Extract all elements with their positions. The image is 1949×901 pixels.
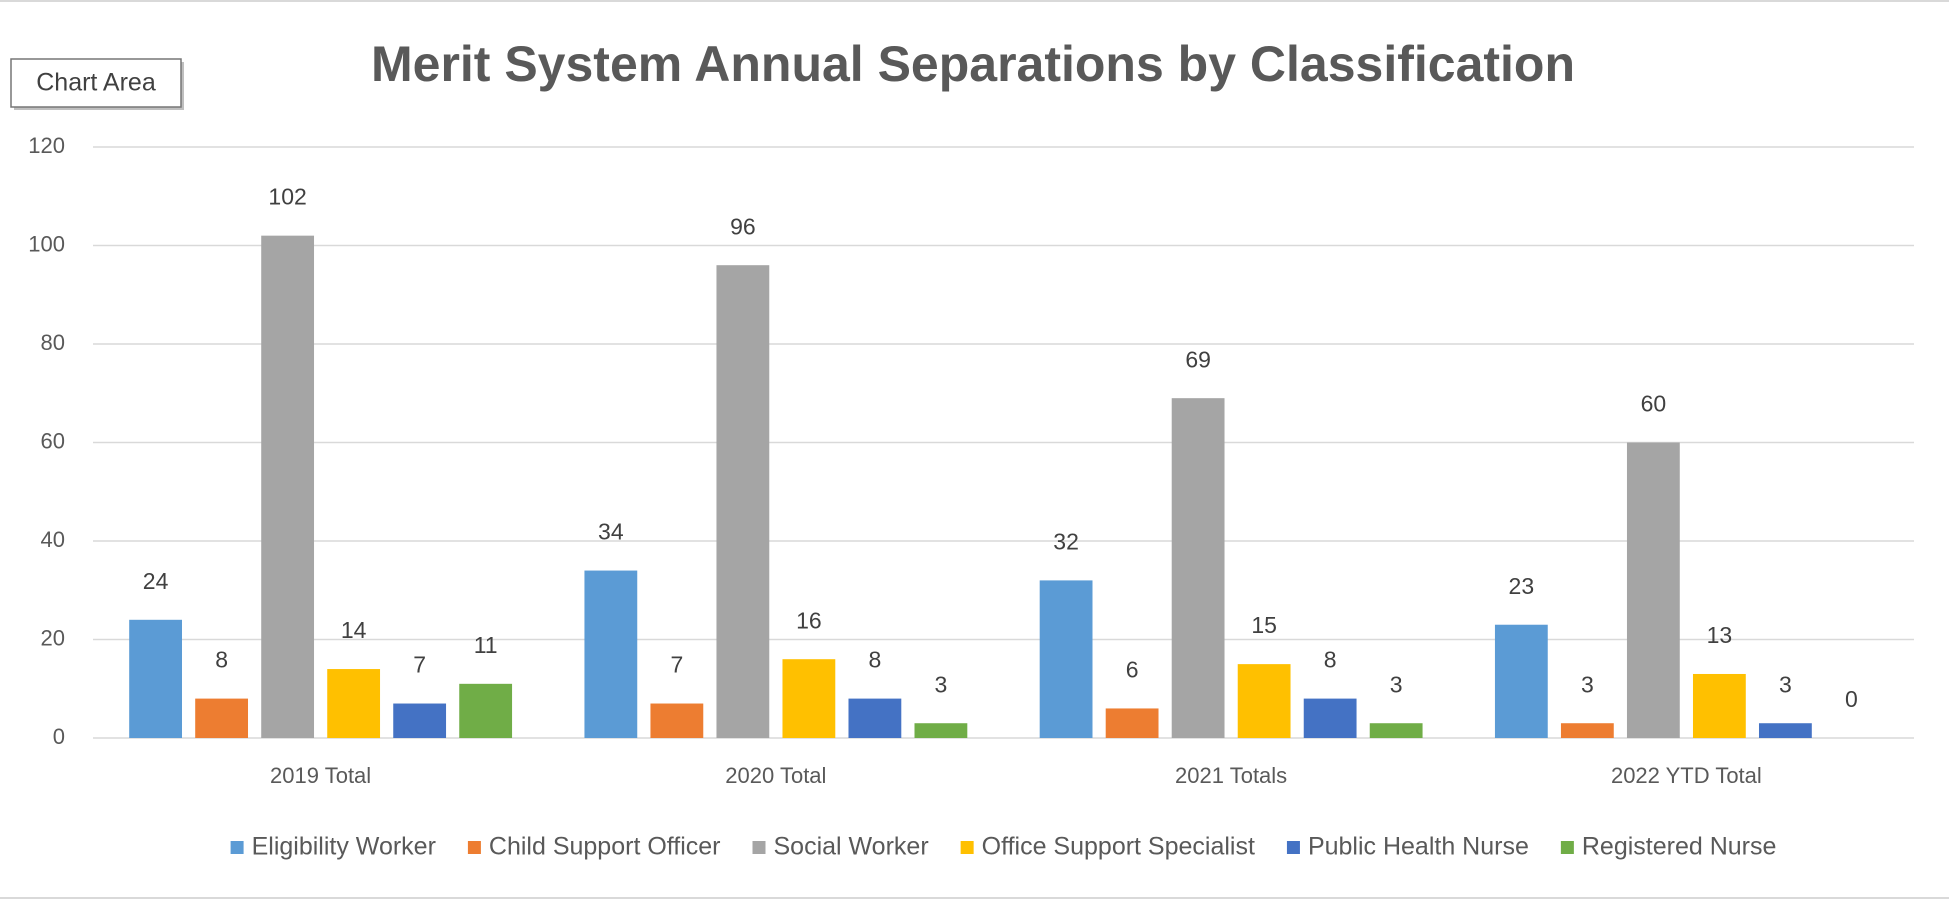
data-label: 0: [1845, 686, 1858, 712]
bar: [1369, 723, 1423, 738]
y-tick-label: 0: [53, 724, 65, 749]
legend-item: Eligibility Worker: [230, 833, 436, 861]
bar: [1626, 442, 1680, 738]
tooltip-box: [10, 58, 182, 108]
bar: [195, 698, 249, 738]
bar: [848, 698, 902, 738]
data-label: 60: [1641, 391, 1667, 417]
bar: [459, 683, 513, 738]
legend-swatch: [230, 841, 244, 854]
legend-item: Public Health Nurse: [1286, 833, 1529, 861]
data-label: 6: [1126, 657, 1139, 683]
bar: [261, 235, 315, 738]
bar: [1171, 398, 1225, 738]
bar: [129, 619, 183, 738]
y-tick-label: 20: [41, 625, 65, 650]
data-label: 8: [215, 647, 228, 673]
bar: [1303, 698, 1357, 738]
legend-item: Registered Nurse: [1560, 833, 1777, 861]
data-label: 34: [598, 519, 624, 545]
data-label: 14: [341, 617, 367, 643]
bar: [327, 669, 381, 738]
bar: [914, 723, 968, 738]
data-label: 23: [1509, 573, 1535, 599]
legend-label: Social Worker: [774, 833, 929, 861]
legend-swatch: [1286, 841, 1300, 854]
data-label: 3: [1581, 671, 1594, 697]
data-label: 96: [730, 213, 756, 239]
x-tick-label: 2021 Totals: [1175, 763, 1287, 788]
data-label: 8: [1324, 647, 1337, 673]
bar: [584, 570, 638, 738]
legend-swatch: [960, 841, 974, 854]
legend-swatch: [467, 841, 481, 854]
data-label: 102: [268, 184, 306, 210]
bar: [1039, 580, 1093, 738]
x-tick-label: 2022 YTD Total: [1611, 763, 1762, 788]
data-label: 3: [1779, 671, 1792, 697]
data-label: 16: [796, 607, 822, 633]
y-tick-label: 60: [41, 428, 65, 453]
bar: [782, 659, 836, 738]
tooltip: Chart Area: [36, 69, 156, 97]
legend-label: Public Health Nurse: [1308, 833, 1529, 861]
legend-label: Eligibility Worker: [252, 833, 436, 861]
bar: [1105, 708, 1159, 738]
bar: [393, 703, 447, 738]
chart-title: Merit System Annual Separations by Class…: [371, 36, 1575, 92]
data-label: 7: [670, 652, 683, 678]
legend-swatch: [1560, 841, 1574, 854]
bar: [1692, 673, 1746, 738]
data-label: 7: [413, 652, 426, 678]
x-tick-label: 2020 Total: [725, 763, 826, 788]
bar: [1237, 664, 1291, 738]
data-label: 3: [935, 671, 948, 697]
y-tick-label: 80: [41, 330, 65, 355]
data-label: 3: [1390, 671, 1403, 697]
legend-item: Social Worker: [752, 833, 929, 861]
bar: [1560, 723, 1614, 738]
data-label: 15: [1251, 612, 1277, 638]
y-tick-label: 40: [41, 527, 65, 552]
bar: [1494, 624, 1548, 738]
data-label: 13: [1707, 622, 1733, 648]
legend-item: Child Support Officer: [467, 833, 721, 861]
legend-label: Child Support Officer: [489, 833, 721, 861]
x-tick-label: 2019 Total: [270, 763, 371, 788]
legend-swatch: [752, 841, 766, 854]
legend-item: Office Support Specialist: [960, 833, 1255, 861]
legend-label: Registered Nurse: [1582, 833, 1777, 861]
data-label: 69: [1185, 346, 1211, 372]
bar: [1758, 723, 1812, 738]
y-tick-label: 120: [28, 133, 65, 158]
data-label: 24: [143, 568, 169, 594]
data-label: 8: [868, 647, 881, 673]
y-tick-label: 100: [28, 231, 65, 256]
bar: [716, 265, 770, 738]
legend-label: Office Support Specialist: [982, 833, 1255, 861]
data-label: 32: [1053, 528, 1079, 554]
data-label: 11: [474, 632, 498, 658]
bar: [650, 703, 704, 738]
